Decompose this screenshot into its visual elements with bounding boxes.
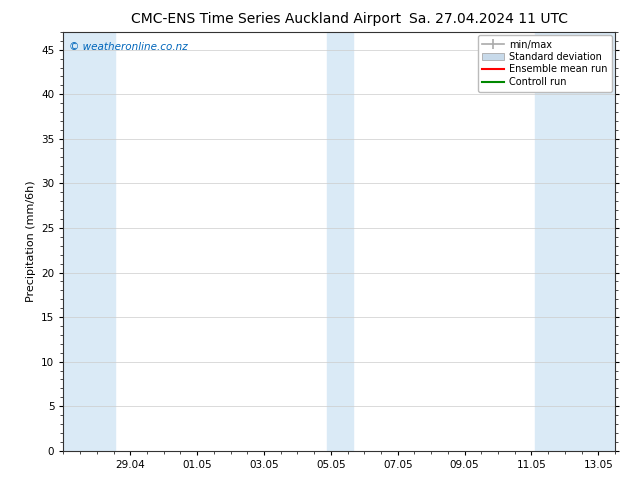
Text: © weatheronline.co.nz: © weatheronline.co.nz <box>69 42 188 52</box>
Bar <box>61 32 115 451</box>
Text: Sa. 27.04.2024 11 UTC: Sa. 27.04.2024 11 UTC <box>409 12 567 26</box>
Text: CMC-ENS Time Series Auckland Airport: CMC-ENS Time Series Auckland Airport <box>131 12 401 26</box>
Bar <box>534 32 617 451</box>
Y-axis label: Precipitation (mm/6h): Precipitation (mm/6h) <box>25 180 36 302</box>
Bar <box>328 32 353 451</box>
Legend: min/max, Standard deviation, Ensemble mean run, Controll run: min/max, Standard deviation, Ensemble me… <box>477 35 612 92</box>
